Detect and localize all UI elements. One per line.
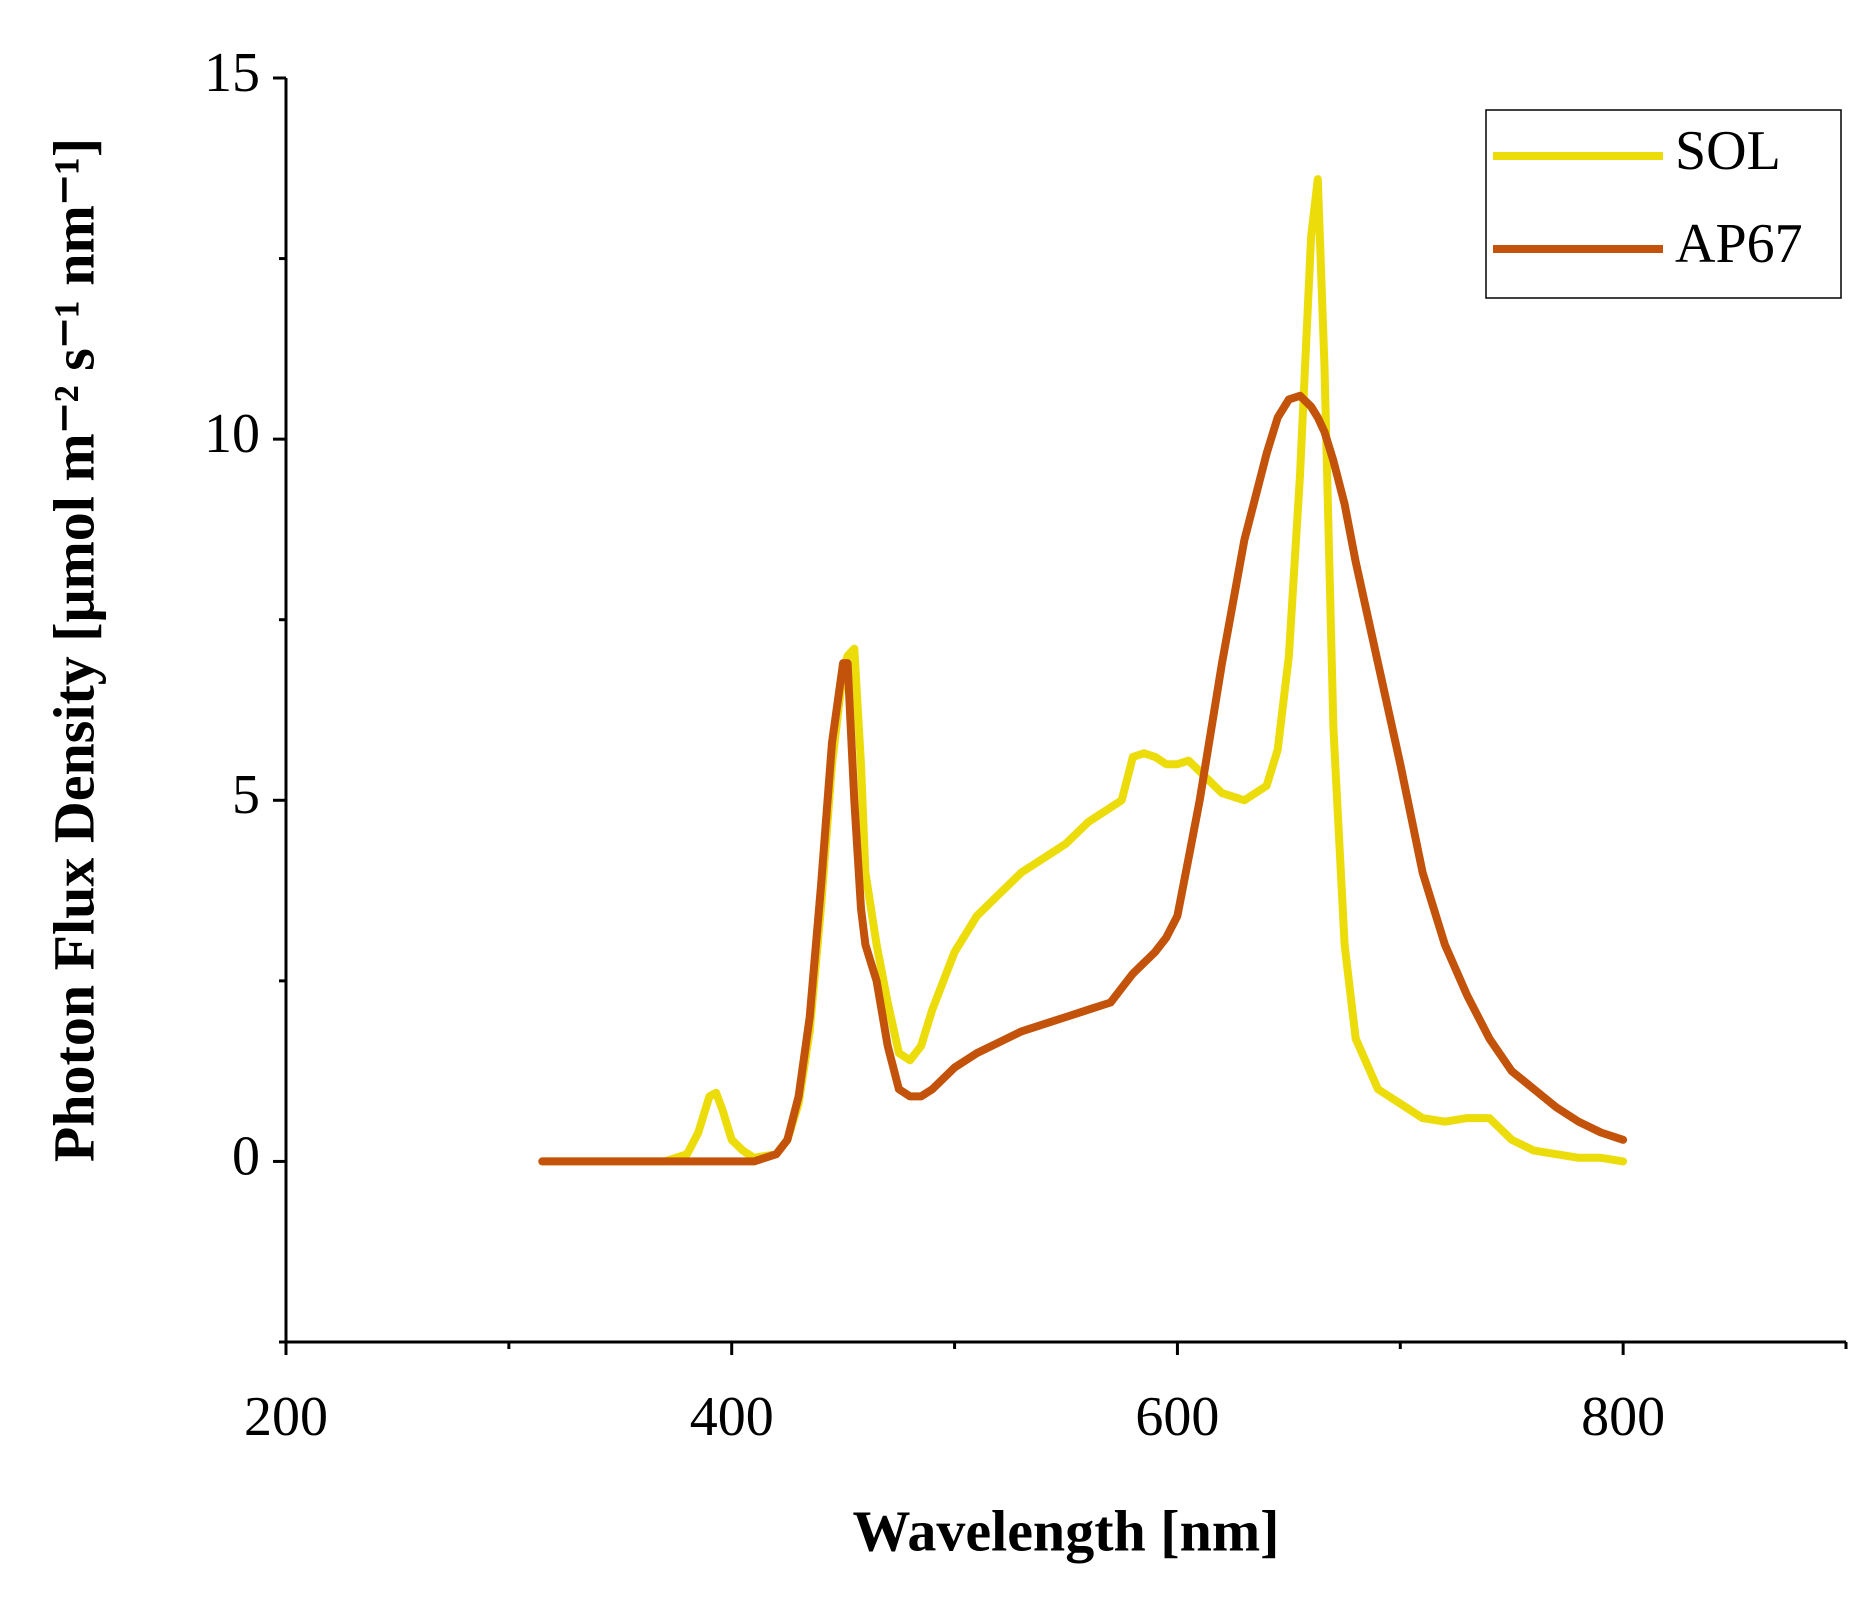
x-axis-label: Wavelength [nm] xyxy=(853,1498,1280,1563)
series-line xyxy=(538,391,1628,1166)
y-axis-label: Photon Flux Density [μmol m⁻² s⁻¹ nm⁻¹] xyxy=(41,138,106,1162)
y-tick-label: 0 xyxy=(232,1125,260,1187)
legend-box xyxy=(1485,109,1842,299)
x-tick-label: 200 xyxy=(244,1386,328,1448)
y-tick-label: 10 xyxy=(204,403,260,465)
y-tick-label: 15 xyxy=(204,42,260,104)
y-tick-label: 5 xyxy=(232,764,260,826)
legend-label: AP67 xyxy=(1675,213,1803,275)
x-tick-label: 400 xyxy=(690,1386,774,1448)
legend-label: SOL xyxy=(1675,120,1781,182)
x-tick-label: 800 xyxy=(1581,1386,1665,1448)
x-tick-label: 600 xyxy=(1135,1386,1219,1448)
